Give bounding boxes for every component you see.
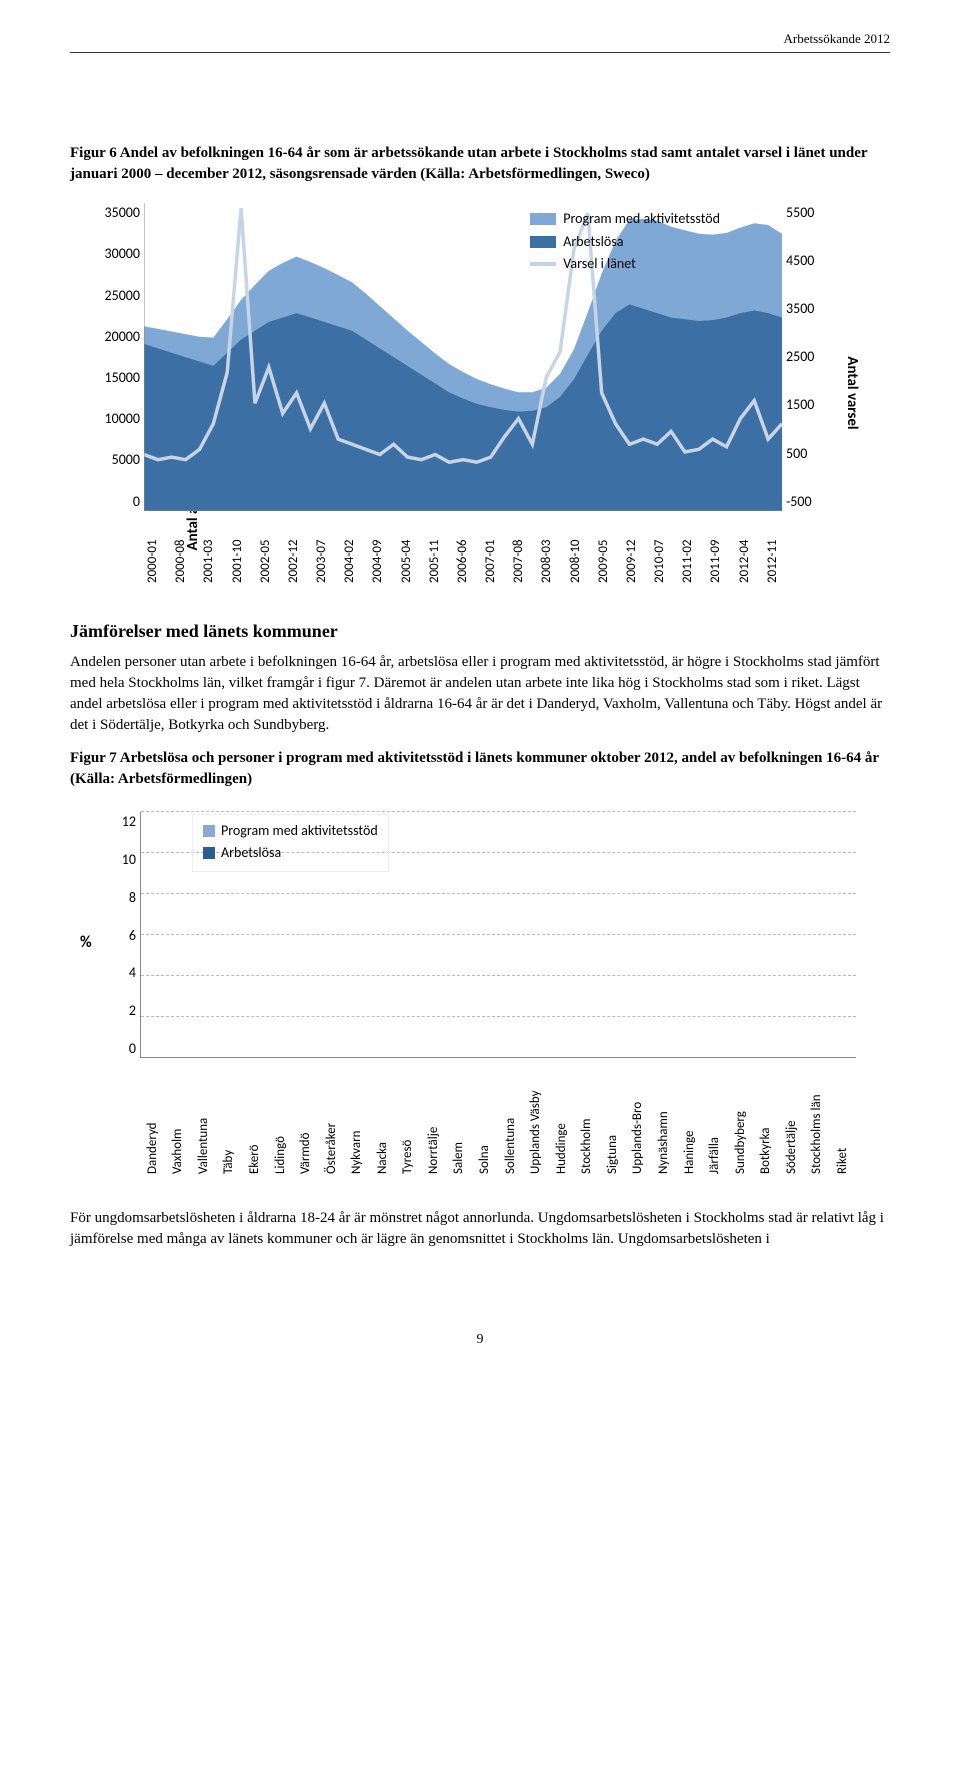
fig7-legend: Program med aktivitetsstödArbetslösa — [192, 814, 389, 871]
fig7-y-label: % — [80, 932, 92, 954]
fig7-title: Figur 7 Arbetslösa och personer i progra… — [70, 748, 890, 790]
page-number: 9 — [70, 1330, 890, 1350]
section-para1: Andelen personer utan arbete i befolknin… — [70, 652, 890, 736]
footer-para: För ungdomsarbetslösheten i åldrarna 18-… — [70, 1208, 890, 1250]
section-heading: Jämförelser med länets kommuner — [70, 619, 890, 644]
fig6-title: Figur 6 Andel av befolkningen 16-64 år s… — [70, 143, 890, 185]
fig6-right-axis-label: Antal varsel — [841, 357, 862, 430]
fig6-legend: Program med aktivitetsstödArbetslösaVars… — [530, 209, 720, 277]
fig6-chart: Antal arbetslösa eller i program med akt… — [70, 203, 890, 583]
doc-title: Arbetssökande 2012 — [70, 30, 890, 48]
fig7-chart: % 121086420 Program med aktivitetsstödAr… — [70, 808, 890, 1178]
header-divider — [70, 52, 890, 53]
